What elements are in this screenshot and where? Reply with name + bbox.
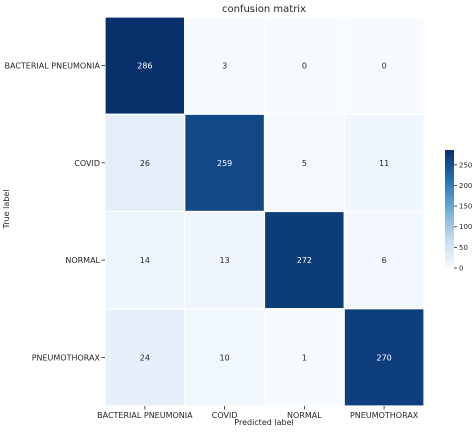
heatmap-cell-value: 5 <box>302 159 307 168</box>
colorbar-tick-label: 200 <box>459 182 472 190</box>
x-tick-label: COVID <box>212 411 238 420</box>
heatmap-cell <box>184 16 266 115</box>
y-tick-label: NORMAL <box>65 256 100 265</box>
heatmap-cell <box>184 113 266 213</box>
colorbar-tick-label: 50 <box>459 244 468 252</box>
heatmap-cell <box>343 308 425 407</box>
chart-title: confusion matrix <box>222 4 306 15</box>
heatmap-cell-value: 259 <box>217 159 232 168</box>
x-tick-label: BACTERIAL PNEUMONIA <box>97 411 193 420</box>
heatmap-cell-value: 26 <box>140 159 150 168</box>
x-tick-label: PNEUMOTHORAX <box>350 411 419 420</box>
heatmap-cell-value: 14 <box>140 256 150 265</box>
heatmap-cell <box>343 113 425 213</box>
heatmap-cells <box>104 16 425 407</box>
colorbar-tick-label: 0 <box>459 265 463 273</box>
colorbar: 0 50 100 150 200 250 <box>445 150 472 273</box>
x-axis-ticks: BACTERIAL PNEUMONIA COVID NORMAL PNEUMOTHOR… <box>97 406 419 420</box>
heatmap-cell <box>343 210 425 310</box>
y-axis-ticks: BACTERIAL PNEUMONIA COVID NORMAL PNEUMOTHOR… <box>5 62 105 362</box>
colorbar-ticks: 0 50 100 150 200 250 <box>454 161 472 273</box>
colorbar-gradient <box>445 150 454 268</box>
heatmap-cell-value: 11 <box>379 159 389 168</box>
y-tick-label: BACTERIAL PNEUMONIA <box>5 62 101 71</box>
y-tick-label: PNEUMOTHORAX <box>32 353 101 362</box>
heatmap-cell-value: 272 <box>297 256 312 265</box>
heatmap-cell <box>104 113 186 213</box>
y-tick-label: COVID <box>74 159 100 168</box>
heatmap-cell-value: 13 <box>220 256 230 265</box>
colorbar-tick-label: 150 <box>459 203 472 211</box>
heatmap-cell-value: 0 <box>302 62 307 71</box>
colorbar-tick-label: 100 <box>459 223 472 231</box>
heatmap-cell <box>263 16 345 115</box>
heatmap-cell-value: 286 <box>137 62 152 71</box>
heatmap-cell-value: 1 <box>302 353 307 362</box>
heatmap-cell-value: 3 <box>222 62 227 71</box>
heatmap-cell-value: 270 <box>376 353 391 362</box>
heatmap-cell <box>184 308 266 407</box>
colorbar-tick-label: 250 <box>459 161 472 169</box>
x-axis-label: Predicted label <box>234 418 293 427</box>
heatmap-cell-value: 24 <box>140 353 150 362</box>
y-axis-label: True label <box>2 190 11 230</box>
heatmap-cell <box>104 16 186 115</box>
heatmap-cell <box>184 210 266 310</box>
heatmap-cell-labels: 286 3 0 0 26 259 5 11 14 13 272 6 24 10 1 270 <box>137 62 392 363</box>
heatmap-cell-value: 0 <box>382 62 387 71</box>
heatmap-cell-value: 10 <box>220 353 230 362</box>
heatmap-cell <box>343 16 425 115</box>
heatmap-cell-value: 6 <box>382 256 387 265</box>
x-tick-label: NORMAL <box>287 411 322 420</box>
heatmap-cell <box>104 308 186 407</box>
